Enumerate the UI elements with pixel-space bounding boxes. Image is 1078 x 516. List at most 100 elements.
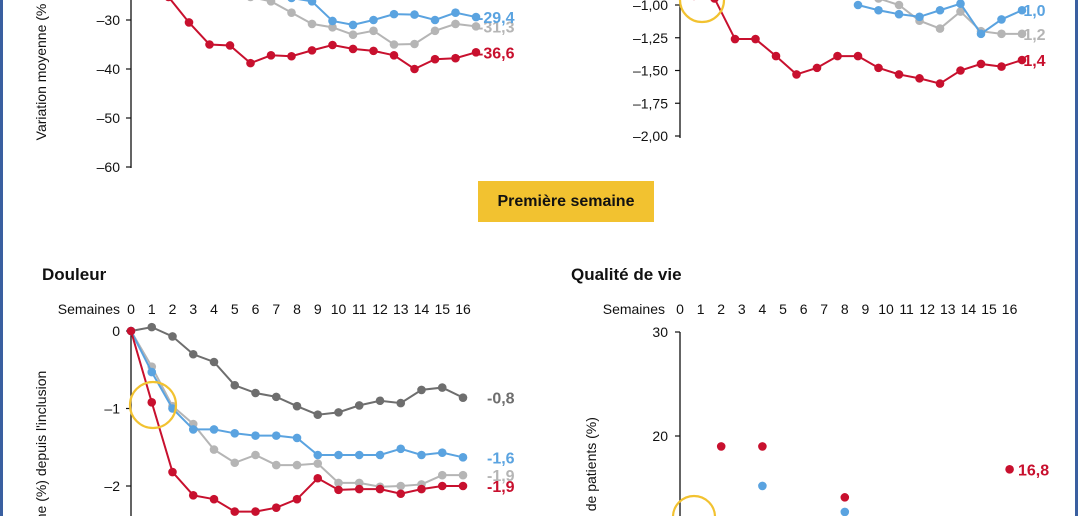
tl-series-blue-point bbox=[471, 12, 481, 22]
bl-series-darkgray-point bbox=[188, 349, 198, 359]
tl-series-blue-point bbox=[328, 16, 337, 26]
bl-series-red-point bbox=[396, 489, 406, 499]
tl-series-red-point bbox=[266, 50, 276, 60]
tl-series-blue-point bbox=[307, 0, 317, 6]
tl-series-blue-point bbox=[348, 20, 358, 30]
br-xlabel-prefix: Semaines bbox=[603, 301, 665, 317]
tl-series-red-point bbox=[184, 18, 194, 27]
tl-series-blue-point bbox=[410, 10, 419, 19]
br-xtick-label: 7 bbox=[820, 301, 828, 317]
bl-series-darkgray-point bbox=[458, 393, 468, 402]
bl-series-darkgray-point bbox=[168, 332, 177, 341]
highlight-circle-qualite bbox=[671, 494, 717, 516]
bl-series-darkgray-point bbox=[354, 401, 364, 410]
bl-series-darkgray-end-label: -0,8 bbox=[487, 391, 515, 408]
bl-series-lightgray-point bbox=[251, 450, 260, 460]
bl-series-blue-point bbox=[251, 431, 260, 440]
bl-xtick-label: 3 bbox=[189, 301, 197, 317]
bl-series-red-point bbox=[209, 494, 219, 504]
bl-series-blue-point bbox=[188, 425, 198, 434]
bl-series-red-point bbox=[292, 494, 302, 504]
bl-series-blue-point bbox=[437, 448, 447, 457]
tl-series-lightgray-point bbox=[287, 8, 296, 17]
tl-ytick-label: –50 bbox=[97, 110, 121, 126]
tr-series-red-point bbox=[976, 59, 986, 69]
bl-xtick-label: 15 bbox=[434, 301, 450, 317]
br-xtick-label: 14 bbox=[961, 301, 977, 317]
bl-series-red-point bbox=[375, 484, 385, 494]
bl-series-darkgray-point bbox=[417, 385, 426, 395]
bl-xtick-label: 8 bbox=[293, 301, 301, 317]
bl-series-blue-point bbox=[396, 444, 406, 454]
bl-series-darkgray-point bbox=[251, 388, 260, 398]
bl-series-darkgray-point bbox=[292, 401, 302, 411]
br-xtick-label: 9 bbox=[862, 301, 870, 317]
bl-ytick-label: –1 bbox=[104, 401, 120, 417]
tr-series-red-point bbox=[710, 0, 719, 3]
br-series-red-end-label: 16,8 bbox=[1018, 462, 1049, 479]
tl-series-red-point bbox=[307, 46, 317, 55]
bl-series-red-point bbox=[313, 473, 323, 483]
tr-series-red-line bbox=[714, 0, 1023, 85]
bl-series-blue-point bbox=[313, 450, 323, 460]
bl-series-red-end-label: -1,9 bbox=[487, 479, 515, 496]
tr-series-red-point bbox=[792, 70, 801, 79]
bl-series-red-point bbox=[251, 507, 260, 516]
bl-ytick-label: 0 bbox=[112, 323, 120, 339]
bl-series-lightgray-point bbox=[334, 478, 343, 488]
bl-series-lightgray-point bbox=[396, 481, 406, 491]
tl-series-red-point bbox=[205, 40, 214, 49]
tr-series-lightgray-point bbox=[956, 7, 965, 16]
tr-series-blue-point bbox=[956, 0, 965, 8]
bl-xtick-label: 11 bbox=[352, 301, 367, 317]
tl-series-red-end-label: -36,6 bbox=[478, 45, 515, 62]
tr-series-red-point bbox=[956, 66, 965, 75]
br-ylabel: n de patients (%) bbox=[583, 417, 599, 516]
bl-series-lightgray-point bbox=[230, 458, 240, 468]
tr-series-lightgray-point bbox=[997, 29, 1006, 39]
tl-series-red-point bbox=[369, 46, 378, 56]
br-xtick-label: 3 bbox=[738, 301, 746, 317]
br-xtick-label: 4 bbox=[759, 301, 767, 317]
tl-series-blue-point bbox=[430, 15, 440, 25]
tr-series-blue-point bbox=[976, 29, 986, 39]
bl-series-darkgray-point bbox=[271, 392, 281, 402]
tl-ytick-label: –40 bbox=[97, 61, 121, 77]
tl-series-lightgray-point bbox=[266, 0, 276, 6]
tr-series-red-point bbox=[1017, 55, 1027, 65]
tr-series-red-point bbox=[812, 63, 822, 73]
tl-series-red-point bbox=[287, 51, 296, 61]
br-xtick-label: 12 bbox=[919, 301, 935, 317]
bl-series-lightgray-point bbox=[437, 470, 447, 480]
bl-xtick-label: 1 bbox=[148, 301, 156, 317]
br-ytick-label: 20 bbox=[652, 428, 668, 444]
banner-premiere-semaine: Première semaine bbox=[478, 181, 654, 222]
bl-series-blue-end-label: -1,6 bbox=[487, 450, 515, 467]
bl-xlabel-prefix: Semaines bbox=[58, 301, 120, 317]
tl-series-red-point bbox=[165, 0, 172, 2]
tr-series-lightgray-end-label: -1,2 bbox=[1018, 27, 1046, 44]
bl-series-darkgray-point bbox=[375, 396, 385, 406]
bl-series-blue-point bbox=[458, 453, 468, 462]
bl-series-red-point bbox=[437, 481, 447, 491]
bl-series-lightgray-point bbox=[292, 460, 302, 470]
tl-series-lightgray-end-label: -31,3 bbox=[478, 19, 515, 36]
tl-series-blue-point bbox=[451, 8, 460, 17]
bl-series-blue-point bbox=[375, 450, 385, 460]
bl-series-darkgray-point bbox=[396, 398, 406, 408]
bl-xtick-label: 4 bbox=[210, 301, 218, 317]
tl-series-lightgray-point bbox=[328, 23, 337, 32]
bl-series-darkgray-point bbox=[313, 410, 323, 420]
tl-series-red-point bbox=[246, 58, 255, 68]
bl-series-red-point bbox=[230, 507, 240, 516]
bl-series-blue-point bbox=[417, 450, 426, 460]
tl-ytick-label: –60 bbox=[97, 159, 121, 175]
tr-series-red-point bbox=[894, 70, 904, 79]
br-xtick-label: 6 bbox=[800, 301, 808, 317]
highlight-circle-douleur bbox=[128, 380, 178, 430]
bl-series-red-point bbox=[417, 484, 426, 494]
br-xtick-label: 1 bbox=[697, 301, 705, 317]
bl-series-red-point bbox=[188, 491, 198, 500]
tl-series-blue-point bbox=[287, 0, 296, 3]
br-xtick-label: 16 bbox=[1002, 301, 1018, 317]
